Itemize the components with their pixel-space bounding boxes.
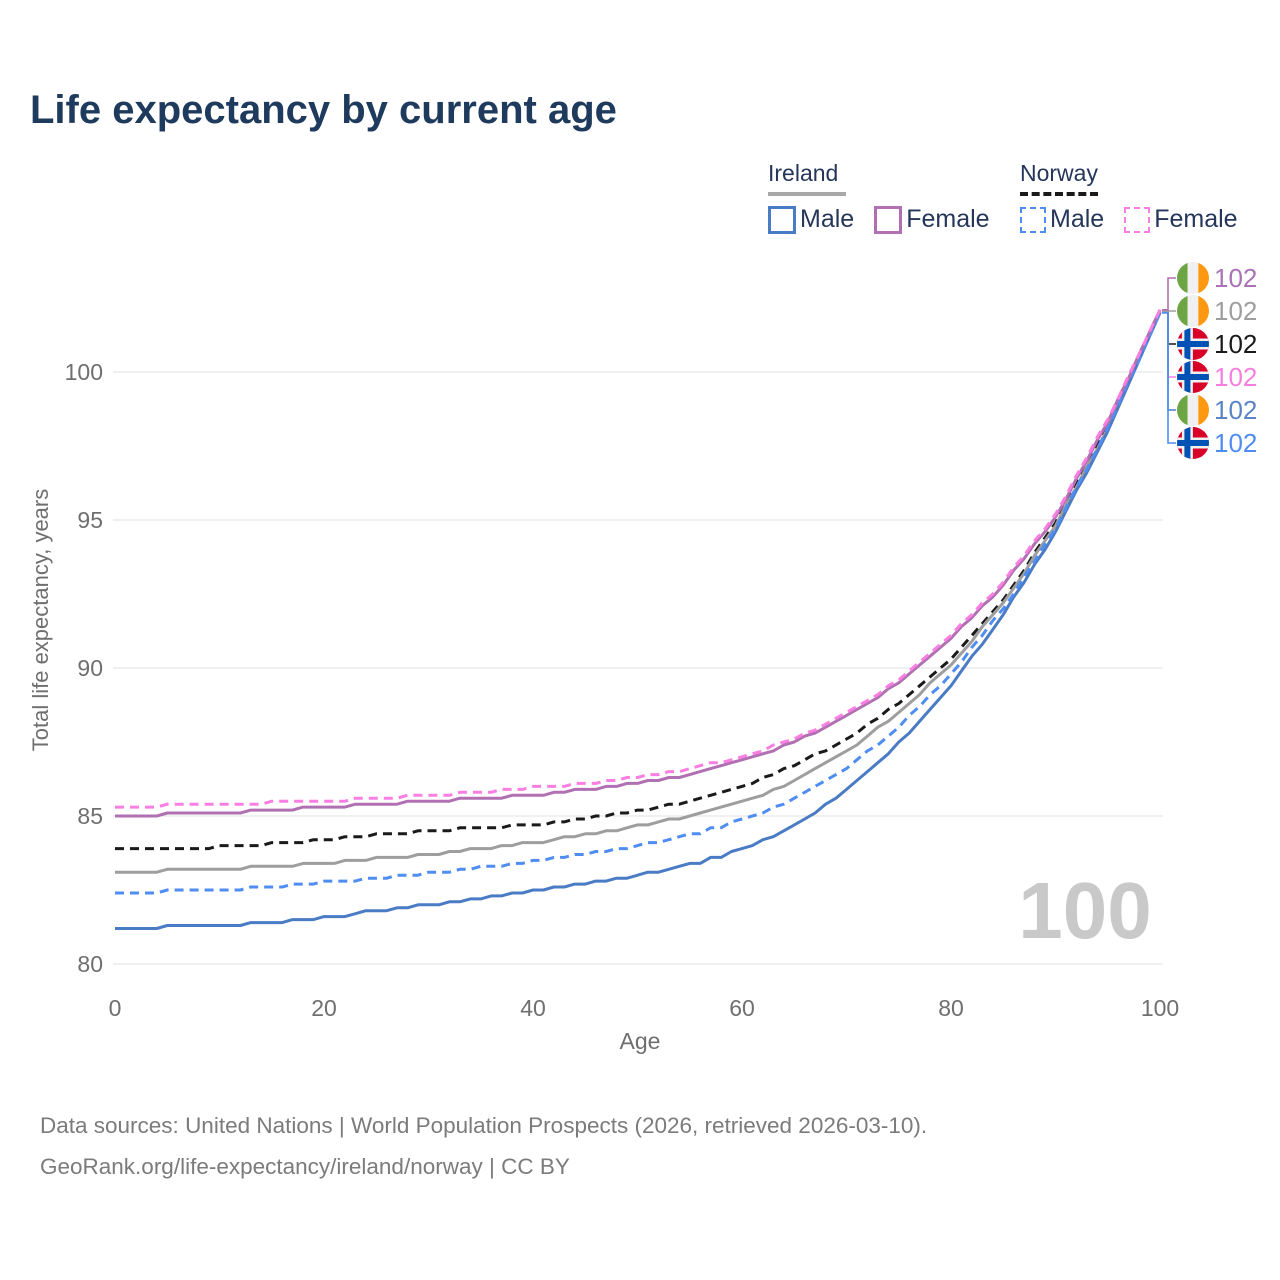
series-line-norway-female[interactable] — [115, 309, 1162, 809]
end-label-value-ireland-male: 102 — [1214, 395, 1257, 425]
series-line-norway-total[interactable] — [115, 310, 1162, 851]
ireland-flag-icon — [1177, 295, 1209, 327]
legend-label-norway-female[interactable]: Female — [1154, 205, 1238, 233]
end-label-value-ireland-total: 102 — [1214, 296, 1257, 326]
legend-country-norway[interactable]: Norway — [1020, 160, 1098, 196]
y-tick-90: 90 — [77, 655, 103, 681]
legend-label-norway-male[interactable]: Male — [1050, 205, 1105, 233]
end-label-row-norway-female: 102 — [1177, 361, 1257, 393]
legend-label-ireland-male[interactable]: Male — [800, 205, 855, 233]
ireland-flag-icon — [1177, 262, 1209, 294]
y-tick-100: 100 — [65, 359, 103, 385]
legend-items-ireland: Male Female — [768, 205, 1010, 234]
gridlines — [113, 371, 1163, 965]
legend-swatch-ireland-female[interactable] — [874, 205, 903, 234]
x-tick-60: 60 — [729, 995, 755, 1021]
end-label-row-norway-male: 102 — [1177, 427, 1257, 459]
x-tick-0: 0 — [109, 995, 122, 1021]
series-line-ireland-male[interactable] — [115, 312, 1162, 930]
legend-swatch-norway-female[interactable] — [1124, 206, 1151, 233]
norway-flag-icon — [1177, 427, 1209, 459]
end-label-value-norway-female: 102 — [1214, 362, 1257, 392]
x-axis-title: Age — [620, 1028, 661, 1054]
end-label-connector-ireland-female — [1162, 277, 1176, 311]
x-tick-100: 100 — [1141, 995, 1179, 1021]
end-label-row-ireland-male: 102 — [1177, 394, 1257, 426]
end-label-connector-norway-male — [1162, 312, 1176, 444]
y-tick-80: 80 — [77, 951, 103, 977]
legend-group-ireland: Ireland Male Female — [768, 160, 1010, 234]
x-tick-20: 20 — [311, 995, 337, 1021]
end-label-row-ireland-total: 102 — [1177, 295, 1257, 327]
end-label-value-norway-male: 102 — [1214, 428, 1257, 458]
legend-country-ireland[interactable]: Ireland — [768, 160, 846, 196]
y-tick-95: 95 — [77, 507, 103, 533]
current-age-watermark: 100 — [1018, 866, 1151, 955]
y-tick-85: 85 — [77, 803, 103, 829]
series-lines — [115, 309, 1162, 930]
chart-legend: Ireland Male Female Norway Male Female — [0, 160, 1280, 240]
footer: Data sources: United Nations | World Pop… — [40, 1106, 927, 1188]
end-label-value-ireland-female: 102 — [1214, 263, 1257, 293]
page-title: Life expectancy by current age — [30, 88, 617, 132]
end-label-value-norway-total: 102 — [1214, 329, 1257, 359]
footer-attribution: GeoRank.org/life-expectancy/ireland/norw… — [40, 1153, 570, 1179]
y-axis-tick-labels: 80 85 90 95 100 — [65, 359, 103, 977]
norway-flag-icon — [1177, 328, 1209, 360]
x-tick-40: 40 — [520, 995, 546, 1021]
norway-flag-icon — [1177, 361, 1209, 393]
end-label-row-norway-total: 102 — [1177, 328, 1257, 360]
x-tick-80: 80 — [938, 995, 964, 1021]
end-label-row-ireland-female: 102 — [1177, 262, 1257, 294]
ireland-flag-icon — [1177, 394, 1209, 426]
legend-swatch-ireland-male[interactable] — [768, 205, 796, 234]
legend-items-norway: Male Female — [1020, 205, 1258, 234]
series-line-ireland-total[interactable] — [115, 310, 1162, 874]
end-label-connector-norway-total — [1162, 310, 1176, 345]
legend-group-norway: Norway Male Female — [1020, 160, 1258, 234]
x-axis-tick-labels: 0 20 40 60 80 100 — [109, 995, 1180, 1021]
series-line-ireland-female[interactable] — [115, 309, 1162, 818]
y-axis-title: Total life expectancy, years — [28, 489, 53, 752]
legend-label-ireland-female[interactable]: Female — [906, 205, 990, 233]
series-line-norway-male[interactable] — [115, 312, 1162, 895]
end-label-connector-ireland-male — [1162, 312, 1176, 411]
footer-data-sources: Data sources: United Nations | World Pop… — [40, 1113, 928, 1138]
legend-swatch-norway-male[interactable] — [1020, 206, 1046, 233]
